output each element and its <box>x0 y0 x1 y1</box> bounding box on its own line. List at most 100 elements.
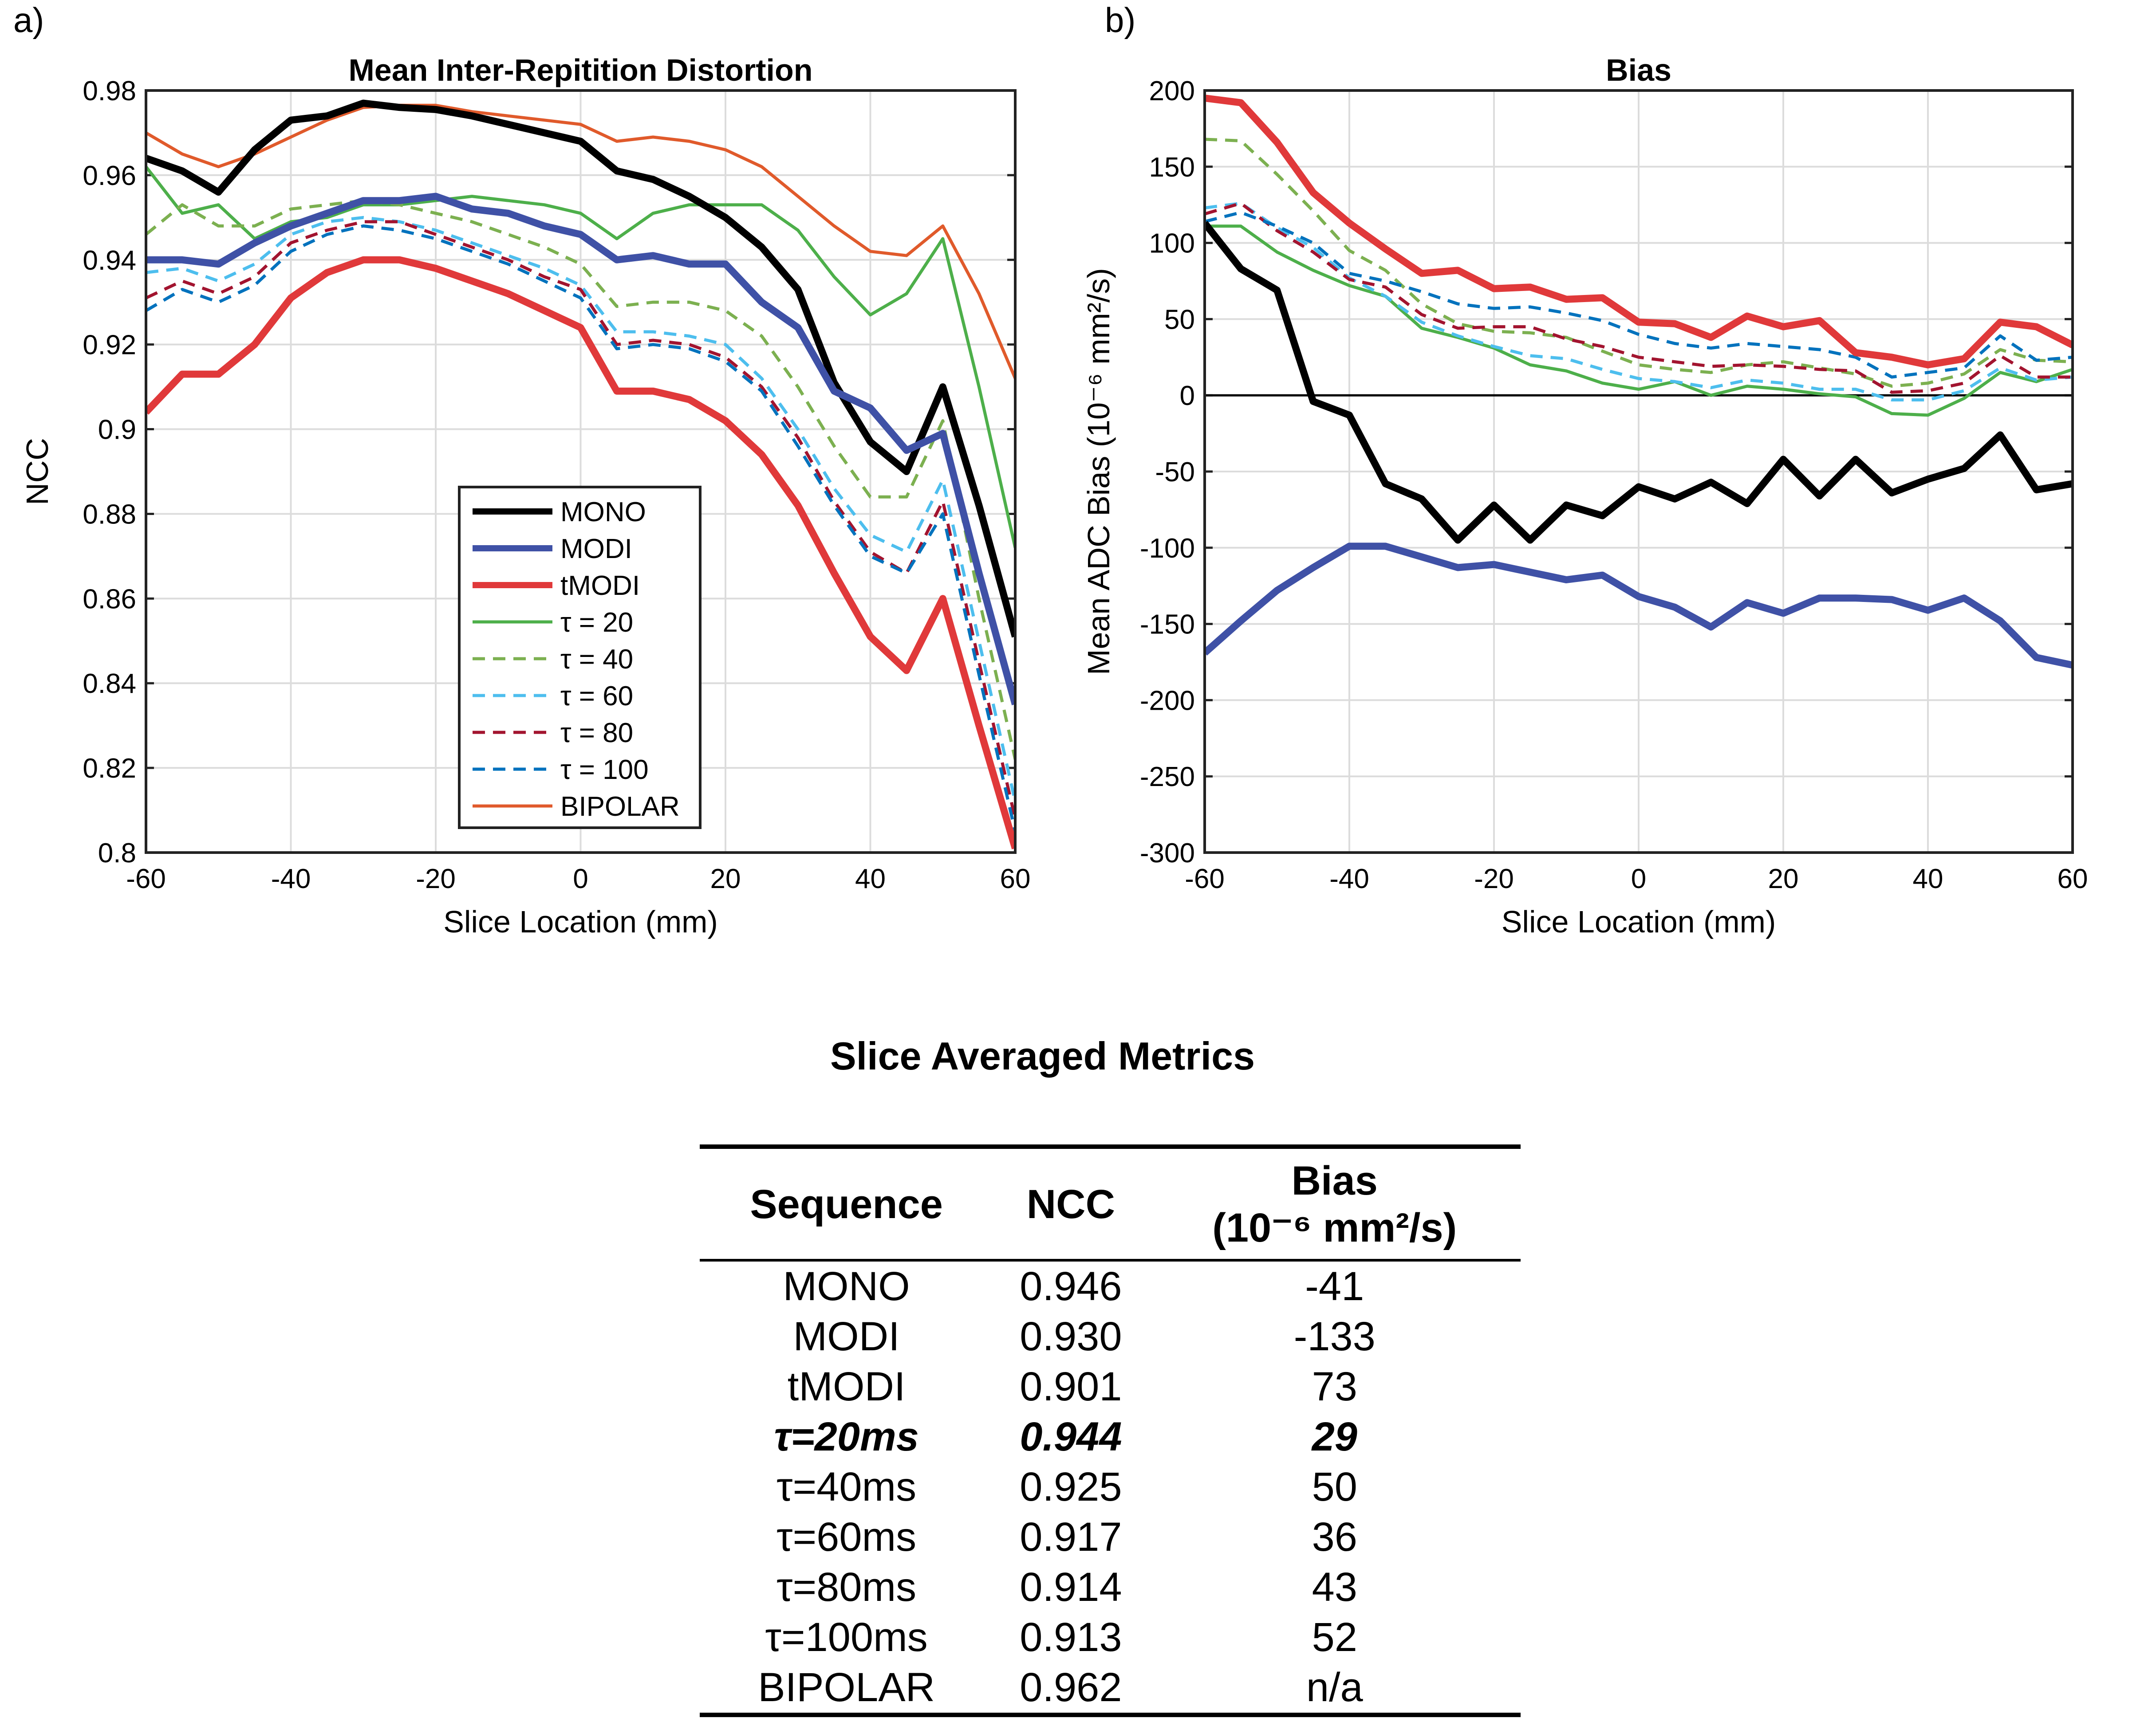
table-row: τ=100ms 0.913 52 <box>700 1612 1521 1663</box>
table-row: MODI 0.930 -133 <box>700 1312 1521 1362</box>
y-tick-label: 200 <box>1149 76 1195 106</box>
x-axis-label: Slice Location (mm) <box>1502 904 1776 939</box>
series-line-7 <box>1205 211 2073 379</box>
series-line-6 <box>146 220 1015 819</box>
cell-bias: 43 <box>1312 1564 1357 1610</box>
table-title: Slice Averaged Metrics <box>830 1034 1255 1078</box>
panel-label-a: a) <box>13 0 44 39</box>
cell-bias: 29 <box>1312 1414 1357 1459</box>
y-tick-label: 0.82 <box>83 753 136 784</box>
cell-ncc: 0.944 <box>1020 1414 1122 1459</box>
plot-frame <box>1203 89 2074 854</box>
cell-bias: 50 <box>1312 1464 1357 1510</box>
header-bias: Bias (10⁻⁶ mm²/s) <box>1148 1144 1521 1262</box>
series-line-3 <box>1205 224 2073 417</box>
series-line-8 <box>146 103 1015 379</box>
legend-label: τ = 100 <box>560 755 649 785</box>
legend-label: BIPOLAR <box>560 791 680 822</box>
x-tick-label: -60 <box>126 864 166 894</box>
cell-sequence: MONO <box>783 1263 910 1309</box>
y-tick-label: -250 <box>1140 762 1195 792</box>
cell-ncc: 0.917 <box>1020 1514 1122 1560</box>
y-tick-label: 0.94 <box>83 245 136 276</box>
table-row: τ=80ms 0.914 43 <box>700 1562 1521 1612</box>
y-tick-label: 150 <box>1149 152 1195 183</box>
x-tick-label: -40 <box>271 864 311 894</box>
y-tick-label: 0.98 <box>83 76 136 106</box>
chart-0: -60 -40 -20 0 20 40 60 0.8 0.82 0.84 0.86 0.88 0.9 0.… <box>20 53 1030 939</box>
cell-ncc: 0.930 <box>1020 1313 1122 1359</box>
table-row: tMODI 0.901 73 <box>700 1362 1521 1412</box>
legend-label: τ = 20 <box>560 607 633 638</box>
cell-ncc: 0.901 <box>1020 1364 1122 1409</box>
y-tick-label: 0.8 <box>98 838 136 869</box>
y-tick-label: -150 <box>1140 609 1195 640</box>
series-line-4 <box>146 199 1015 760</box>
x-tick-label: 0 <box>1631 864 1646 894</box>
cell-sequence: MODI <box>793 1313 900 1359</box>
table-row: τ=60ms 0.917 36 <box>700 1512 1521 1562</box>
x-tick-label: 60 <box>1000 864 1031 894</box>
y-tick-label: 0.88 <box>83 499 136 530</box>
legend-label: τ = 40 <box>560 644 633 675</box>
chart-title: Mean Inter-Repitition Distortion <box>348 53 812 87</box>
series-line-2 <box>1205 94 2073 369</box>
cell-sequence: tMODI <box>787 1364 906 1409</box>
metrics-table: Sequence NCC Bias (10⁻⁶ mm²/s) MONO 0.946 -… <box>700 1144 1521 1717</box>
cell-ncc: 0.962 <box>993 1662 1149 1717</box>
table-row: BIPOLAR 0.962 n/a <box>700 1662 1521 1717</box>
y-tick-label: -200 <box>1140 685 1195 716</box>
legend-label: MODI <box>560 534 632 564</box>
panel-label-b: b) <box>1105 0 1136 39</box>
cell-bias: -41 <box>1305 1263 1364 1309</box>
y-tick-label: 50 <box>1164 304 1195 335</box>
header-bias-line2: (10⁻⁶ mm²/s) <box>1212 1205 1457 1250</box>
chart-1: -60 -40 -20 0 20 40 60-300-250-200-150-100-500… <box>1081 53 2088 939</box>
y-tick-label: 100 <box>1149 228 1195 259</box>
legend-label: τ = 60 <box>560 681 633 712</box>
cell-bias: n/a <box>1148 1662 1521 1717</box>
cell-sequence: τ=80ms <box>776 1564 917 1610</box>
cell-sequence: τ=100ms <box>765 1614 928 1660</box>
y-axis-label: Mean ADC Bias (10⁻⁶ mm²/s) <box>1081 268 1116 675</box>
legend-label: MONO <box>560 497 646 527</box>
x-tick-label: 20 <box>1768 864 1799 894</box>
cell-bias: 52 <box>1312 1614 1357 1660</box>
cell-sequence: BIPOLAR <box>700 1662 993 1717</box>
table-row: τ=20ms 0.944 29 <box>700 1412 1521 1462</box>
cell-ncc: 0.925 <box>1020 1464 1122 1510</box>
cell-sequence: τ=20ms <box>774 1414 919 1459</box>
cell-ncc: 0.914 <box>1020 1564 1122 1610</box>
x-tick-label: -20 <box>1474 864 1514 894</box>
y-axis-label: NCC <box>20 438 55 505</box>
x-tick-label: -40 <box>1329 864 1369 894</box>
series-line-1 <box>1205 543 2073 669</box>
table-row: MONO 0.946 -41 <box>700 1260 1521 1312</box>
legend-label: τ = 80 <box>560 718 633 748</box>
cell-ncc: 0.913 <box>1020 1614 1122 1660</box>
y-tick-label: 0.86 <box>83 584 136 614</box>
x-tick-label: -20 <box>416 864 456 894</box>
series-line-0 <box>146 99 1015 638</box>
header-sequence: Sequence <box>700 1144 993 1262</box>
x-tick-label: 40 <box>855 864 886 894</box>
plot-frame <box>145 89 1017 854</box>
charts-svg: -60 -40 -20 0 20 40 600.80.820.840.860.880.90.… <box>20 53 2088 939</box>
chart-title: Bias <box>1606 53 1671 87</box>
y-tick-label: -50 <box>1155 457 1195 487</box>
series-line-7 <box>146 224 1015 832</box>
table-header-row: Sequence NCC Bias (10⁻⁶ mm²/s) <box>700 1144 1521 1262</box>
x-axis-label: Slice Location (mm) <box>443 904 718 939</box>
y-tick-label: 0.96 <box>83 161 136 191</box>
y-tick-label: -300 <box>1140 838 1195 869</box>
cell-sequence: τ=60ms <box>776 1514 917 1560</box>
x-tick-label: 0 <box>573 864 588 894</box>
legend-label: tMODI <box>560 570 640 601</box>
cell-sequence: τ=40ms <box>776 1464 917 1510</box>
header-ncc: NCC <box>993 1144 1149 1262</box>
y-tick-label: 0 <box>1180 381 1195 411</box>
x-tick-label: 40 <box>1913 864 1943 894</box>
x-tick-label: 60 <box>2057 864 2088 894</box>
cell-bias: 73 <box>1312 1364 1357 1409</box>
y-tick-label: 0.9 <box>98 415 136 445</box>
